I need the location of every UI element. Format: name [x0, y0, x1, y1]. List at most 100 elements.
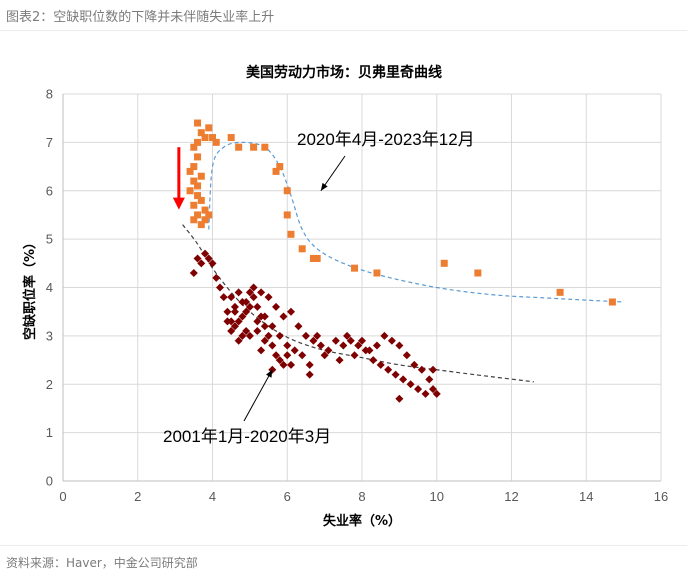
data-point-recent: [373, 269, 381, 277]
data-point-recent: [313, 254, 321, 262]
data-point-historical: [260, 336, 269, 345]
data-point-recent: [197, 172, 205, 180]
data-point-historical: [372, 341, 381, 350]
x-tick-label: 10: [430, 489, 444, 504]
data-point-historical: [279, 312, 288, 321]
data-point-recent: [298, 245, 306, 253]
data-point-recent: [194, 211, 202, 219]
data-point-historical: [219, 293, 228, 302]
data-point-recent: [309, 254, 317, 262]
data-point-historical: [283, 341, 292, 350]
data-point-historical: [253, 317, 262, 326]
x-tick-label: 2: [134, 489, 141, 504]
data-point-historical: [245, 331, 254, 340]
data-point-historical: [201, 249, 210, 258]
y-tick-label: 1: [46, 425, 53, 440]
y-tick-label: 6: [46, 183, 53, 198]
data-point-recent: [197, 196, 205, 204]
data-point-historical: [301, 331, 310, 340]
data-point-historical: [399, 375, 408, 384]
data-point-historical: [245, 288, 254, 297]
x-tick-label: 16: [654, 489, 668, 504]
data-point-recent: [190, 163, 198, 171]
data-point-recent: [190, 201, 198, 209]
data-point-historical: [358, 336, 366, 345]
data-point-recent: [351, 264, 359, 272]
x-tick-label: 12: [504, 489, 518, 504]
data-point-recent: [261, 143, 269, 151]
annotation-pointer: [243, 369, 273, 422]
data-point-recent: [194, 153, 202, 161]
data-point-historical: [429, 385, 438, 394]
data-point-historical: [272, 351, 281, 360]
data-point-historical: [417, 365, 426, 374]
data-point-historical: [268, 341, 277, 350]
data-point-historical: [402, 351, 411, 360]
data-point-historical: [283, 351, 292, 360]
data-point-historical: [313, 331, 322, 340]
data-point-historical: [369, 356, 378, 365]
data-point-historical: [193, 254, 202, 263]
red-arrow-head: [172, 197, 185, 210]
x-tick-label: 8: [358, 489, 365, 504]
data-point-historical: [395, 341, 404, 350]
data-point-recent: [209, 134, 216, 142]
data-point-historical: [197, 259, 206, 268]
data-point-historical: [223, 317, 232, 326]
data-point-historical: [257, 288, 266, 297]
data-point-historical: [264, 331, 273, 340]
data-point-historical: [268, 322, 277, 331]
data-point-historical: [432, 389, 441, 398]
data-point-historical: [410, 360, 419, 369]
data-point-historical: [376, 360, 385, 369]
data-point-historical: [286, 360, 295, 369]
data-point-historical: [316, 341, 325, 350]
data-point-historical: [230, 302, 239, 311]
data-point-historical: [260, 312, 269, 321]
data-point-historical: [343, 331, 352, 340]
data-point-historical: [387, 336, 396, 345]
data-point-historical: [234, 336, 243, 345]
data-point-recent: [194, 182, 202, 190]
x-tick-label: 6: [284, 489, 291, 504]
data-point-historical: [230, 322, 239, 331]
data-point-historical: [189, 268, 198, 277]
data-point-historical: [286, 307, 295, 316]
data-point-historical: [365, 346, 374, 355]
data-point-recent: [201, 134, 209, 142]
data-point-historical: [238, 312, 247, 321]
data-point-historical: [253, 327, 262, 336]
data-point-historical: [429, 365, 438, 374]
data-points-layer: [186, 119, 616, 403]
data-point-historical: [320, 351, 329, 360]
bottom-divider: [0, 545, 687, 546]
data-point-historical: [309, 336, 318, 345]
data-point-recent: [205, 124, 213, 132]
data-point-recent: [190, 216, 198, 224]
data-point-historical: [380, 331, 389, 340]
data-point-recent: [205, 211, 213, 219]
data-point-historical: [212, 273, 221, 282]
data-point-historical: [227, 327, 236, 336]
data-point-historical: [242, 307, 251, 316]
data-point-historical: [339, 341, 348, 350]
y-tick-label: 0: [46, 474, 53, 489]
fitted-curves-layer: [182, 141, 624, 383]
data-point-historical: [298, 351, 307, 360]
y-tick-label: 2: [46, 377, 53, 392]
y-tick-label: 7: [46, 135, 53, 150]
data-point-recent: [250, 143, 258, 151]
data-point-recent: [235, 143, 243, 151]
data-point-recent: [608, 298, 616, 306]
data-point-historical: [238, 298, 247, 307]
fitted-curve: [208, 141, 624, 303]
data-point-historical: [425, 375, 434, 384]
data-point-recent: [440, 259, 448, 267]
data-point-historical: [395, 394, 404, 403]
data-point-recent: [212, 138, 220, 146]
data-point-historical: [253, 302, 262, 311]
x-tick-label: 0: [59, 489, 66, 504]
annotation-label: 2001年1月-2020年3月: [163, 427, 331, 446]
